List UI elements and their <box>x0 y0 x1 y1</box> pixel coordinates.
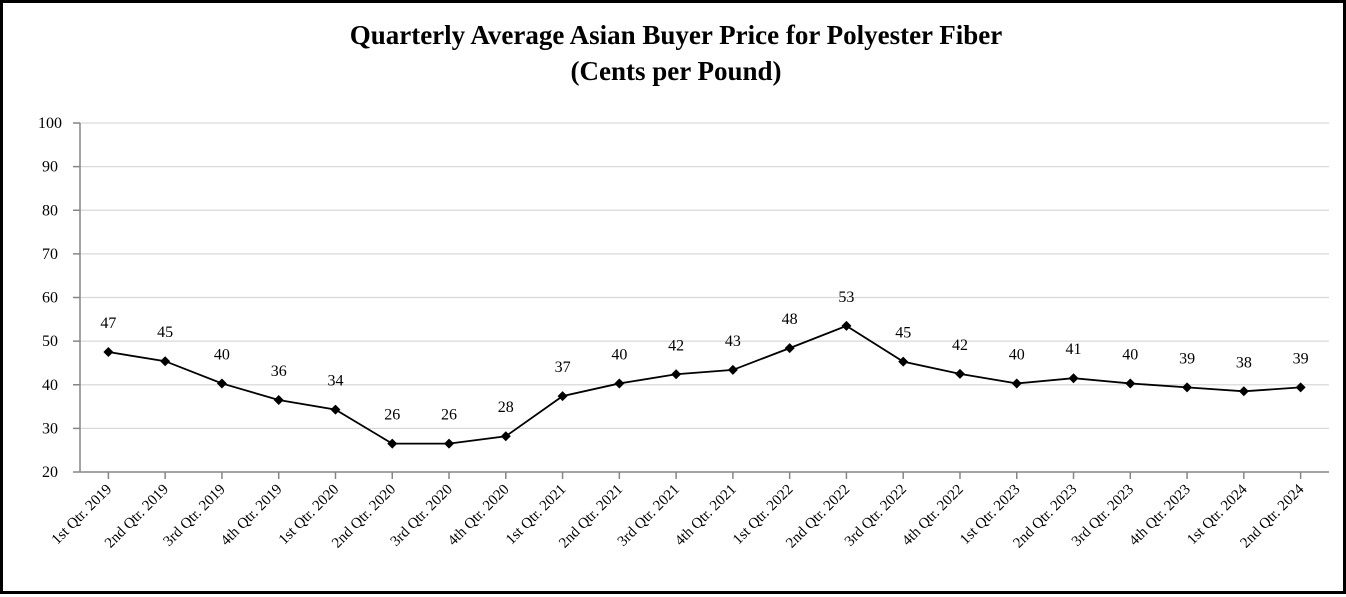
data-point-marker <box>1238 386 1249 397</box>
data-point-marker <box>216 378 227 389</box>
x-tick-label: 4th Qtr. 2021 <box>672 482 740 550</box>
y-tick-label: 50 <box>42 333 58 350</box>
x-tick-label: 4th Qtr. 2020 <box>445 482 513 550</box>
data-point-marker <box>671 369 682 380</box>
data-label: 42 <box>952 337 968 354</box>
data-label: 38 <box>1236 354 1252 371</box>
data-label: 28 <box>498 399 514 416</box>
x-tick-label: 4th Qtr. 2023 <box>1126 482 1194 550</box>
chart-title: Quarterly Average Asian Buyer Price for … <box>350 20 1003 50</box>
y-tick-label: 60 <box>42 290 58 307</box>
data-point-marker <box>387 438 398 449</box>
x-tick-label: 4th Qtr. 2019 <box>218 482 286 550</box>
data-point-marker <box>330 404 341 415</box>
data-point-marker <box>1295 382 1306 393</box>
data-label: 40 <box>1009 346 1025 363</box>
data-label: 37 <box>555 359 571 376</box>
data-point-marker <box>160 356 171 367</box>
data-label: 40 <box>214 346 230 363</box>
data-label: 45 <box>895 325 911 342</box>
data-point-marker <box>954 368 965 379</box>
data-point-marker <box>1125 378 1136 389</box>
y-tick-label: 80 <box>42 202 58 219</box>
data-point-marker <box>898 356 909 367</box>
y-tick-label: 90 <box>42 159 58 176</box>
data-point-marker <box>103 347 114 358</box>
y-tick-label: 20 <box>42 464 58 481</box>
data-label: 39 <box>1293 350 1309 367</box>
y-tick-label: 40 <box>42 377 58 394</box>
data-point-marker <box>841 320 852 331</box>
data-label: 45 <box>157 324 173 341</box>
data-point-marker <box>784 343 795 354</box>
data-point-marker <box>614 378 625 389</box>
y-tick-label: 30 <box>42 420 58 437</box>
line-chart: Quarterly Average Asian Buyer Price for … <box>38 20 1329 551</box>
data-label: 48 <box>782 311 798 328</box>
data-point-marker <box>500 431 511 442</box>
data-label: 47 <box>100 315 116 332</box>
data-label: 40 <box>1122 346 1138 363</box>
data-label: 26 <box>441 407 457 424</box>
data-label: 42 <box>668 337 684 354</box>
data-point-marker <box>557 391 568 402</box>
data-label: 40 <box>611 346 627 363</box>
series-line <box>108 324 1301 445</box>
data-point-marker <box>727 364 738 375</box>
chart-subtitle: (Cents per Pound) <box>570 56 781 86</box>
data-label: 41 <box>1066 341 1082 358</box>
x-tick-label: 4th Qtr. 2022 <box>899 482 967 550</box>
data-label: 39 <box>1179 350 1195 367</box>
y-tick-label: 70 <box>42 246 58 263</box>
data-point-marker <box>444 438 455 449</box>
data-point-marker <box>1068 373 1079 384</box>
data-label: 26 <box>384 407 400 424</box>
data-label: 43 <box>725 333 741 350</box>
data-label: 36 <box>271 363 287 380</box>
data-point-marker <box>273 395 284 406</box>
data-label: 34 <box>327 373 343 390</box>
data-point-marker <box>1182 382 1193 393</box>
y-tick-label: 100 <box>38 115 62 132</box>
data-label: 53 <box>838 289 854 306</box>
data-point-marker <box>1011 378 1022 389</box>
